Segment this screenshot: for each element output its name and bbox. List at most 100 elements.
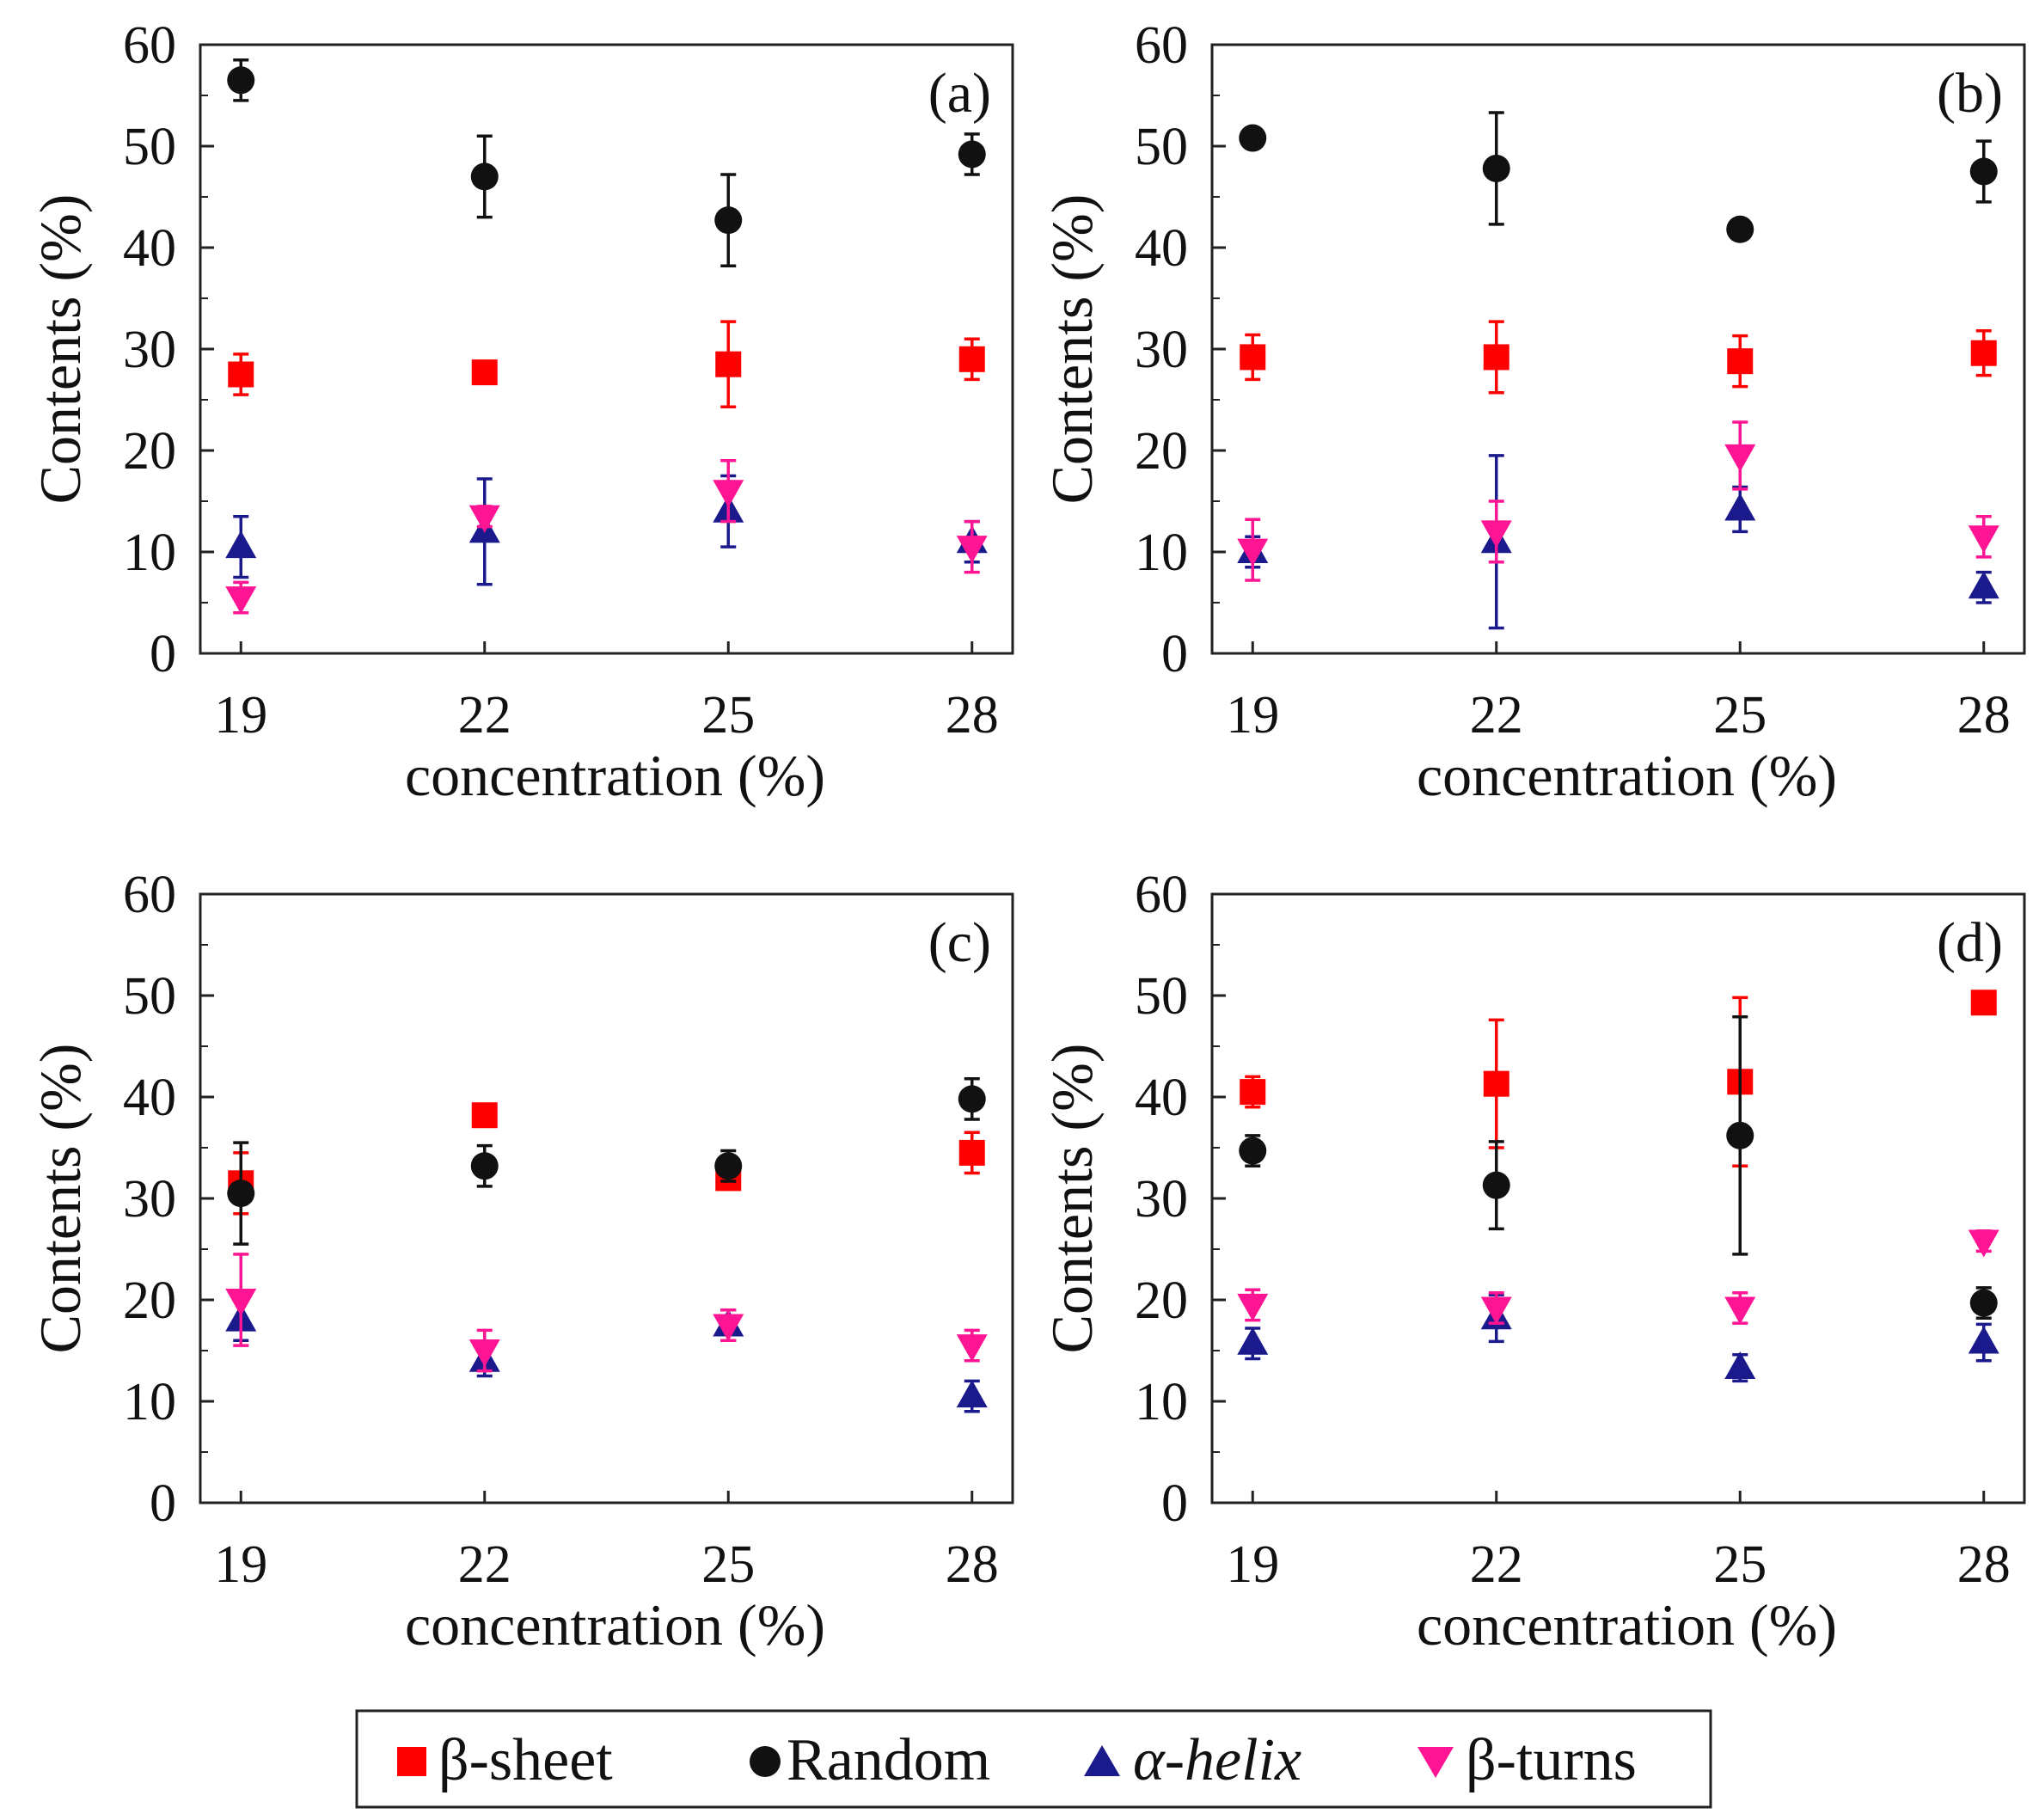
legend-marker-alpha-helix xyxy=(1084,1745,1120,1776)
x-tick-label: 22 xyxy=(458,686,511,745)
data-point-random xyxy=(1482,1171,1510,1199)
y-axis-title: Contents (%) xyxy=(1039,194,1105,505)
plot-frame xyxy=(199,43,1014,655)
panel-label: (a) xyxy=(928,62,991,125)
data-point-random xyxy=(714,206,743,235)
y-tick-label: 50 xyxy=(1135,118,1188,176)
chart-panel: 0 10 20 30 40 50 60 19 22 25 28 concentration (%) Co… xyxy=(1039,16,2026,808)
y-axis-title: Contents (%) xyxy=(28,1044,93,1354)
series-random xyxy=(227,58,986,267)
chart-panels: 0 10 20 30 40 50 60 19 22 25 28 concentration (%) Co… xyxy=(28,16,2026,1658)
data-point-random xyxy=(227,1180,255,1208)
chart-panel: 0 10 20 30 40 50 60 19 22 25 28 concentration (%) Co… xyxy=(28,866,1014,1658)
data-point-beta-turns xyxy=(1968,525,1999,554)
data-point-alpha-helix xyxy=(1724,493,1756,521)
y-tick-label: 60 xyxy=(123,866,176,924)
y-tick-label: 20 xyxy=(123,1272,176,1330)
data-point-beta-turns xyxy=(713,1314,744,1342)
series-alpha-helix xyxy=(225,474,988,586)
y-tick-label: 60 xyxy=(1135,866,1188,924)
legend: β-sheet Random α-helix β-turns xyxy=(355,1709,1712,1809)
chart-panel: 0 10 20 30 40 50 60 19 22 25 28 concentration (%) Co… xyxy=(1039,866,2026,1658)
data-point-beta-turns xyxy=(713,480,744,508)
plot-frame xyxy=(199,892,1014,1504)
y-tick-label: 50 xyxy=(123,118,176,176)
data-point-beta-sheet xyxy=(471,359,498,386)
series-beta-turns xyxy=(225,1253,988,1373)
data-point-beta-turns xyxy=(956,1334,988,1363)
y-tick-label: 60 xyxy=(1135,16,1188,75)
y-tick-label: 10 xyxy=(1135,1373,1188,1431)
data-point-random xyxy=(1969,1289,1998,1317)
x-axis-title: concentration (%) xyxy=(1417,743,1837,808)
y-tick-label: 40 xyxy=(123,219,176,278)
y-tick-label: 10 xyxy=(123,524,176,582)
data-point-random xyxy=(958,1085,986,1113)
data-point-alpha-helix xyxy=(1968,571,1999,599)
series-beta-turns xyxy=(225,459,988,615)
plot-frame xyxy=(1210,892,2026,1504)
y-tick-label: 10 xyxy=(1135,524,1188,582)
data-point-beta-turns xyxy=(225,1289,257,1316)
data-point-beta-turns xyxy=(225,586,257,615)
x-tick-label: 19 xyxy=(1226,686,1279,745)
y-axis-title: Contents (%) xyxy=(1039,1044,1105,1354)
y-tick-label: 30 xyxy=(1135,1170,1188,1229)
panel-label: (d) xyxy=(1937,911,2003,974)
data-point-alpha-helix xyxy=(225,530,257,559)
x-tick-label: 28 xyxy=(1957,1535,2011,1594)
data-point-beta-sheet xyxy=(1483,1070,1509,1097)
legend-frame xyxy=(355,1709,1712,1809)
legend-marker-beta-sheet xyxy=(397,1747,426,1776)
series-beta-turns xyxy=(1237,420,1999,582)
y-tick-label: 40 xyxy=(1135,219,1188,278)
data-point-beta-turns xyxy=(1724,444,1756,472)
series-random xyxy=(227,1077,986,1246)
x-tick-label: 19 xyxy=(1226,1535,1279,1594)
data-point-random xyxy=(470,1152,499,1180)
data-point-alpha-helix xyxy=(1237,1327,1269,1355)
data-point-beta-sheet xyxy=(471,1102,498,1129)
legend-label-random: Random xyxy=(787,1727,990,1793)
series-beta-sheet xyxy=(1240,320,1997,395)
data-point-random xyxy=(1726,1121,1754,1149)
series-random xyxy=(1239,111,1998,243)
legend-marker-random xyxy=(750,1746,781,1777)
data-point-random xyxy=(958,140,986,169)
data-point-random xyxy=(1482,154,1510,182)
data-point-beta-sheet xyxy=(1240,1079,1266,1106)
data-point-beta-turns xyxy=(1237,538,1269,567)
data-point-random xyxy=(1239,124,1267,152)
data-point-beta-sheet xyxy=(1970,990,1997,1016)
data-point-beta-turns xyxy=(468,505,500,533)
data-point-random xyxy=(1969,157,1998,186)
series-random xyxy=(1239,1015,1998,1320)
data-point-beta-turns xyxy=(1724,1296,1756,1325)
y-tick-label: 0 xyxy=(150,625,176,683)
y-tick-label: 0 xyxy=(1161,625,1188,683)
x-tick-label: 25 xyxy=(701,1535,755,1594)
data-point-random xyxy=(227,66,255,95)
series-beta-turns xyxy=(1237,1229,1999,1325)
x-axis-title: concentration (%) xyxy=(1417,1592,1837,1658)
data-point-random xyxy=(714,1152,743,1180)
data-point-beta-sheet xyxy=(958,1139,985,1166)
y-tick-label: 30 xyxy=(123,321,176,379)
y-tick-label: 30 xyxy=(123,1170,176,1229)
data-point-alpha-helix xyxy=(1724,1351,1756,1380)
y-tick-label: 20 xyxy=(1135,422,1188,481)
chart-panel: 0 10 20 30 40 50 60 19 22 25 28 concentration (%) Co… xyxy=(28,16,1014,808)
data-point-beta-sheet xyxy=(1483,344,1509,371)
data-point-beta-sheet xyxy=(1970,340,1997,366)
data-point-beta-sheet xyxy=(1727,348,1754,375)
data-point-beta-turns xyxy=(468,1339,500,1367)
x-tick-label: 22 xyxy=(1470,1535,1523,1594)
data-point-beta-sheet xyxy=(958,346,985,372)
y-tick-label: 0 xyxy=(1161,1474,1188,1533)
data-point-alpha-helix xyxy=(1968,1326,1999,1354)
x-tick-label: 22 xyxy=(458,1535,511,1594)
y-tick-label: 60 xyxy=(123,16,176,75)
data-point-beta-turns xyxy=(1237,1293,1269,1321)
legend-label-beta-turns: β-turns xyxy=(1466,1727,1637,1793)
